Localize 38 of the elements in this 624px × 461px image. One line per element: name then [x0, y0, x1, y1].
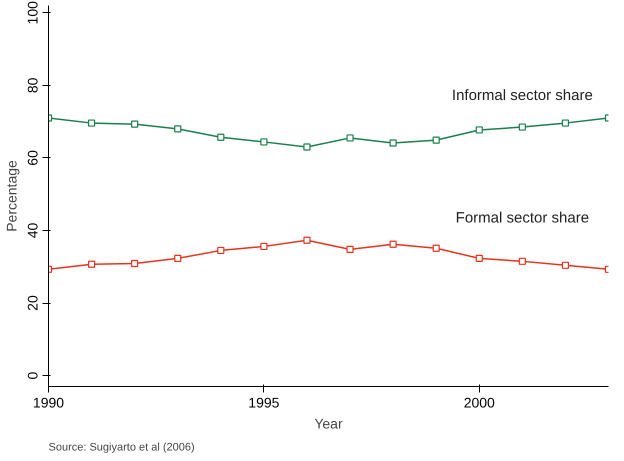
series-label: Formal sector share: [456, 209, 590, 226]
x-tick-label: 1995: [248, 394, 280, 410]
point: [518, 123, 526, 131]
point: [217, 134, 224, 141]
point: [131, 260, 138, 268]
source-note: Source: Sugiyarto et al (2006): [48, 442, 195, 454]
point: [390, 240, 397, 248]
point: [88, 119, 96, 127]
point: [562, 119, 570, 127]
series-label: Informal sector share: [452, 86, 593, 104]
point: [476, 254, 483, 262]
point: [390, 139, 397, 147]
point: [260, 242, 268, 250]
point: [260, 138, 268, 146]
y-tick-label: 80: [24, 77, 40, 94]
y-tick-label: 60: [24, 150, 40, 166]
y-tick-label: 20: [24, 295, 40, 311]
x-tick-label: 2000: [464, 394, 496, 410]
y-tick-label: 40: [24, 222, 40, 238]
point: [303, 236, 311, 244]
point: [174, 254, 182, 262]
point: [303, 143, 311, 151]
y-tick-label: 0: [24, 372, 40, 380]
point: [432, 136, 440, 144]
point: [88, 260, 96, 268]
point: [174, 125, 182, 132]
point: [476, 126, 483, 134]
point: [346, 134, 354, 142]
x-tick-label: 1990: [32, 394, 64, 410]
point: [432, 244, 440, 252]
point: [346, 246, 354, 253]
point: [217, 246, 224, 254]
x-axis-title: Year: [314, 416, 343, 432]
point: [562, 262, 570, 269]
y-axis-title: Percentage: [4, 160, 20, 232]
point: [131, 120, 138, 128]
y-tick-label: 100: [24, 0, 40, 24]
point: [518, 258, 526, 265]
